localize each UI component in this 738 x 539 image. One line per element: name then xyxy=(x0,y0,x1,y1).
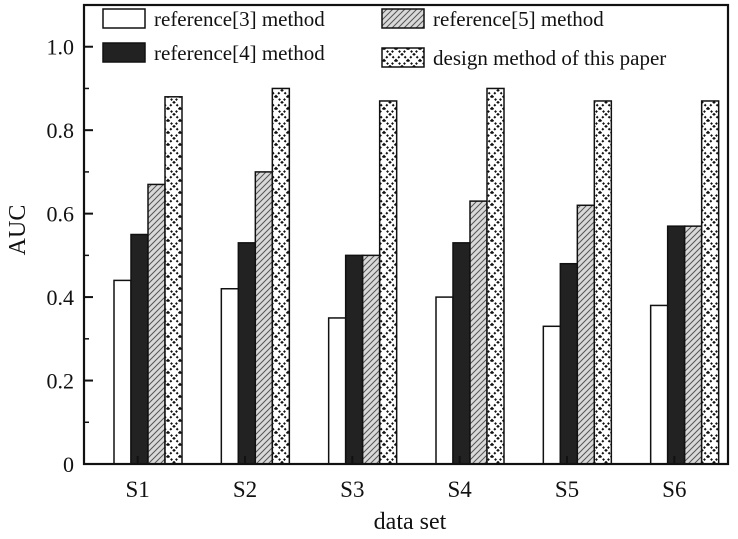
bar-s6-series-2 xyxy=(666,225,686,465)
bar-s2-series-1 xyxy=(220,287,240,465)
legend-swatch-3 xyxy=(381,8,425,29)
bar-s5-series-2 xyxy=(559,262,579,465)
x-tick-label: S1 xyxy=(126,477,150,502)
bar-s4-series-2 xyxy=(452,242,471,465)
x-tick-label: S2 xyxy=(233,477,257,502)
bar-s5-series-3 xyxy=(576,204,596,465)
legend-label-3: reference[5] method xyxy=(433,7,604,31)
axes: S1 S2 S3 S4 S5 S6 0 0.2 0.4 0.6 0.8 1.0 xyxy=(47,3,730,502)
bar-s2-series-3 xyxy=(254,171,274,465)
y-tick-label: 0.2 xyxy=(47,369,75,394)
plot-frame xyxy=(82,3,730,466)
bar-s1-series-4 xyxy=(164,96,183,465)
y-tick-label: 0 xyxy=(63,452,74,477)
bar-s6-series-1 xyxy=(649,304,669,465)
bar-s1-series-3 xyxy=(147,183,166,465)
bar-s2-series-4 xyxy=(271,87,291,465)
bar-s1-series-2 xyxy=(130,233,149,465)
legend-label-1: reference[3] method xyxy=(154,7,325,31)
bar-s3-series-3 xyxy=(361,254,381,465)
legend-swatch-2 xyxy=(102,42,146,63)
legend-label-4: design method of this paper xyxy=(433,46,666,70)
bar-s3-series-2 xyxy=(344,254,364,465)
bar-s4-series-1 xyxy=(435,296,454,465)
legend-swatch-1 xyxy=(102,8,146,29)
bar-s3-series-4 xyxy=(378,100,398,465)
x-axis-label: data set xyxy=(374,509,447,535)
y-tick-label: 0.8 xyxy=(47,118,75,143)
x-tick-label: S6 xyxy=(662,477,686,502)
bar-s6-series-4 xyxy=(700,100,720,465)
legend: reference[3] method reference[5] method re… xyxy=(102,7,666,70)
legend-label-2: reference[4] method xyxy=(154,41,325,65)
x-tick-label: S3 xyxy=(340,477,364,502)
legend-swatch-4 xyxy=(381,47,425,68)
y-tick-label: 1.0 xyxy=(47,35,75,60)
bar-s6-series-3 xyxy=(683,225,703,465)
bar-s1-series-1 xyxy=(113,279,132,465)
bar-s4-series-3 xyxy=(469,200,488,465)
bar-s4-series-4 xyxy=(486,87,505,465)
y-axis-label: AUC xyxy=(5,205,31,256)
plot-area xyxy=(113,87,720,465)
bar-s3-series-1 xyxy=(327,317,347,465)
x-tick-label: S4 xyxy=(448,477,473,502)
y-tick-label: 0.6 xyxy=(47,202,75,227)
bar-s2-series-2 xyxy=(237,242,257,465)
x-tick-label: S5 xyxy=(555,477,579,502)
bar-s5-series-4 xyxy=(593,100,613,465)
bar-s5-series-1 xyxy=(542,325,562,465)
y-tick-label: 0.4 xyxy=(47,285,75,310)
